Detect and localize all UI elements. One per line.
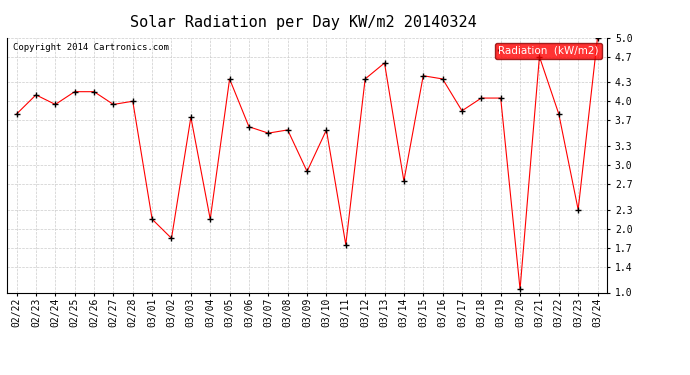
Text: Copyright 2014 Cartronics.com: Copyright 2014 Cartronics.com xyxy=(13,43,169,52)
Text: Solar Radiation per Day KW/m2 20140324: Solar Radiation per Day KW/m2 20140324 xyxy=(130,15,477,30)
Legend: Radiation  (kW/m2): Radiation (kW/m2) xyxy=(495,43,602,59)
